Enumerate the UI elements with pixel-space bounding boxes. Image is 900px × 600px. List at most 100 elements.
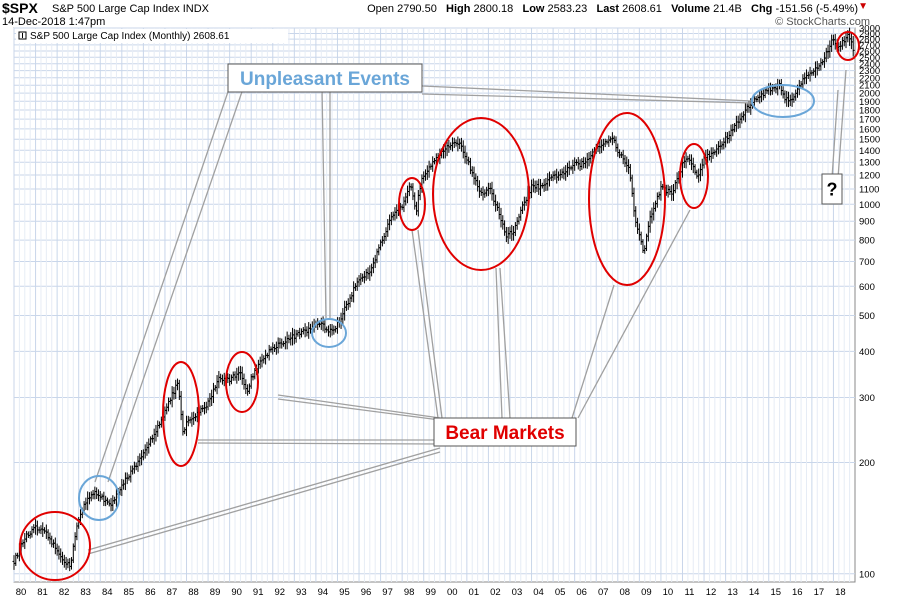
pointer-line — [495, 267, 503, 419]
event-circle — [311, 318, 347, 348]
legend-label: S&P 500 Large Cap Index (Monthly) 2608.6… — [30, 31, 230, 42]
y-tick-label: 2900 — [859, 29, 880, 40]
x-tick-label: 91 — [253, 587, 264, 598]
exchange-label: INDX — [182, 3, 209, 15]
bear-market-circle — [398, 177, 426, 231]
y-tick-label: 300 — [859, 393, 875, 404]
bear-market-circle — [19, 511, 91, 581]
x-tick-label: 97 — [382, 587, 393, 598]
y-tick-label: 2300 — [859, 66, 880, 77]
y-tick-label: 800 — [859, 236, 875, 247]
y-tick-label: 2100 — [859, 81, 880, 92]
watermark: © StockCharts.com — [775, 16, 870, 28]
x-tick-label: 96 — [361, 587, 372, 598]
y-tick-label: 2400 — [859, 59, 880, 70]
x-tick-label: 10 — [663, 587, 674, 598]
pointer-line — [411, 229, 439, 419]
bear-market-circle — [225, 351, 259, 413]
x-tick-label: 17 — [814, 587, 825, 598]
legend: S&P 500 Large Cap Index (Monthly) 2608.6… — [16, 29, 288, 43]
pointer-line — [837, 69, 847, 179]
unpleasant-events-label-text: Unpleasant Events — [240, 69, 410, 90]
y-tick-label: 100 — [859, 569, 875, 580]
x-tick-label: 80 — [16, 587, 27, 598]
x-tick-label: 89 — [210, 587, 221, 598]
x-tick-label: 12 — [706, 587, 717, 598]
y-tick-label: 600 — [859, 282, 875, 293]
pointer-line — [831, 89, 839, 179]
x-tick-label: 14 — [749, 587, 760, 598]
x-tick-label: 87 — [167, 587, 178, 598]
unpleasant-events-label-box — [227, 63, 423, 93]
chart-date: 14-Dec-2018 1:47pm — [2, 16, 106, 28]
pointer-line — [87, 447, 441, 551]
y-tick-label: 3000 — [859, 24, 880, 35]
pointer-line — [421, 85, 753, 102]
y-tick-label: 900 — [859, 217, 875, 228]
question-mark-label-text: ? — [827, 179, 838, 199]
pointer-line — [277, 394, 441, 419]
pointer-line — [197, 442, 441, 445]
x-tick-label: 11 — [685, 587, 695, 598]
x-tick-label: 83 — [80, 587, 91, 598]
bear-market-circle — [588, 112, 666, 286]
y-tick-label: 2800 — [859, 35, 880, 46]
ohlc-readout: Open 2790.50 High 2800.18 Low 2583.23 La… — [367, 3, 858, 15]
pointer-line — [577, 209, 691, 419]
y-tick-label: 2200 — [859, 73, 880, 84]
bear-market-circle — [679, 143, 709, 209]
pointer-line — [571, 284, 615, 419]
y-tick-label: 1800 — [859, 105, 880, 116]
x-tick-label: 98 — [404, 587, 415, 598]
x-tick-label: 01 — [469, 587, 480, 598]
price-bars — [12, 27, 855, 572]
pointer-line — [87, 451, 441, 555]
y-tick-label: 200 — [859, 458, 875, 469]
y-tick-label: 1300 — [859, 158, 880, 169]
pointer-line — [107, 79, 247, 483]
pointer-line — [94, 79, 233, 483]
x-tick-label: 88 — [188, 587, 199, 598]
pointer-line — [277, 398, 441, 421]
x-tick-label: 99 — [425, 587, 436, 598]
bear-market-circle — [162, 361, 200, 467]
x-tick-label: 81 — [37, 587, 48, 598]
x-tick-label: 94 — [318, 587, 329, 598]
x-tick-label: 92 — [274, 587, 285, 598]
x-tick-label: 03 — [512, 587, 523, 598]
x-tick-label: 16 — [792, 587, 803, 598]
x-tick-label: 02 — [490, 587, 501, 598]
x-tick-label: 09 — [641, 587, 652, 598]
x-tick-label: 05 — [555, 587, 566, 598]
x-tick-label: 06 — [576, 587, 587, 598]
y-tick-label: 2600 — [859, 46, 880, 57]
y-tick-label: 1600 — [859, 124, 880, 135]
pointer-line — [499, 267, 511, 419]
y-tick-label: 2700 — [859, 40, 880, 51]
y-tick-label: 1900 — [859, 97, 880, 108]
ticker-symbol: $SPX — [2, 0, 38, 16]
question-mark-label: ? — [821, 173, 843, 205]
index-name: S&P 500 Large Cap Index INDX — [52, 3, 209, 15]
y-tick-label: 1500 — [859, 135, 880, 146]
y-tick-label: 1100 — [859, 184, 879, 195]
legend-bg — [16, 29, 288, 43]
pointer-line — [417, 229, 443, 419]
down-arrow-icon: ▼ — [858, 1, 868, 12]
question-mark-label-box — [821, 173, 843, 205]
x-tick-label: 84 — [102, 587, 113, 598]
bear-markets-label: Bear Markets — [433, 417, 577, 447]
pointer-line — [421, 93, 753, 104]
x-tick-label: 90 — [231, 587, 242, 598]
event-circle — [78, 475, 120, 521]
x-tick-label: 82 — [59, 587, 70, 598]
x-tick-label: 13 — [727, 587, 738, 598]
x-tick-label: 18 — [835, 587, 846, 598]
x-tick-label: 85 — [124, 587, 135, 598]
x-tick-label: 95 — [339, 587, 350, 598]
bear-market-circle — [432, 117, 530, 271]
y-tick-label: 700 — [859, 257, 875, 268]
event-circle — [751, 84, 815, 118]
x-tick-label: 08 — [620, 587, 631, 598]
